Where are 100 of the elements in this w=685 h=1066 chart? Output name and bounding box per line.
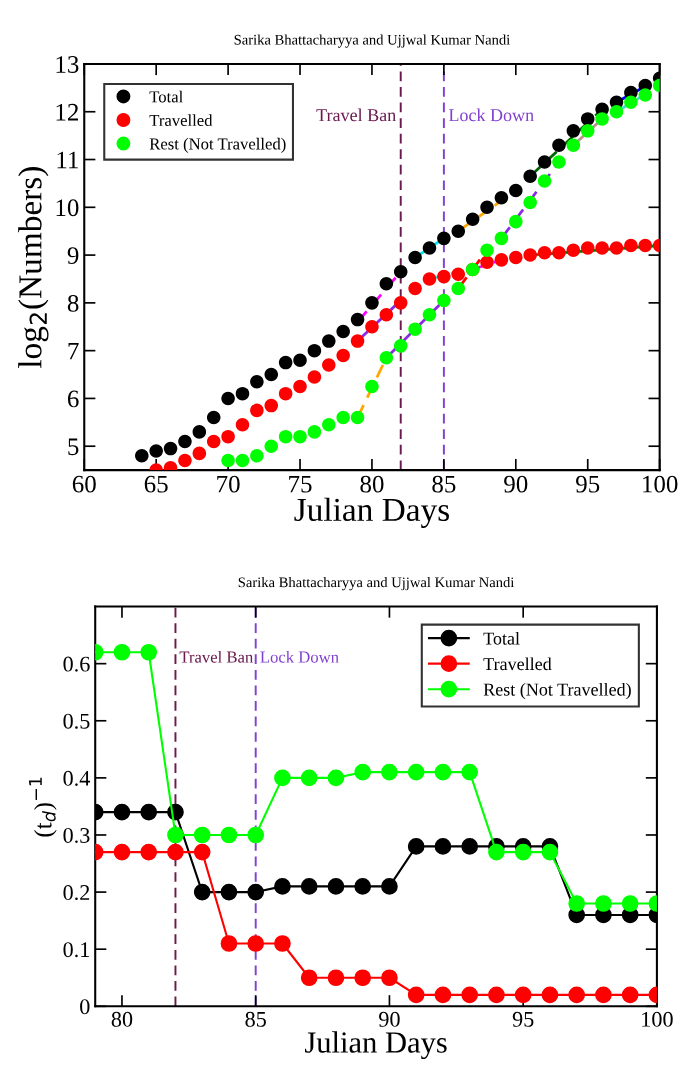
point [638, 88, 653, 102]
point [523, 248, 537, 262]
x-tick-label: 100 [642, 1011, 673, 1027]
point [293, 429, 307, 444]
point [580, 112, 595, 126]
x-tick-label: 60 [72, 475, 96, 493]
y-tick-label: 10 [56, 199, 79, 217]
point [264, 367, 279, 382]
point [494, 231, 509, 246]
point [638, 238, 653, 253]
point [274, 769, 291, 787]
point [192, 425, 207, 439]
point [488, 986, 505, 1004]
point [178, 434, 192, 449]
point [437, 231, 451, 246]
point [193, 826, 211, 844]
point [624, 238, 638, 253]
y-tick-label: 0.1 [63, 942, 90, 958]
point [307, 343, 322, 358]
x-tick-label: 85 [432, 475, 456, 493]
point [379, 276, 394, 291]
point [274, 935, 291, 952]
point [509, 214, 523, 229]
point [434, 763, 452, 781]
point [566, 138, 581, 152]
point [221, 453, 235, 468]
point [480, 200, 494, 215]
point [480, 243, 494, 258]
legend-label: Total [483, 631, 520, 645]
y-tick-label: 6 [67, 390, 79, 408]
point [537, 245, 552, 260]
legend-label: Travelled [483, 657, 552, 671]
point [595, 986, 612, 1004]
point [461, 986, 479, 1004]
point [278, 429, 293, 444]
point [307, 370, 322, 384]
point [379, 308, 394, 322]
point [274, 878, 291, 895]
point [580, 241, 595, 255]
point [206, 434, 221, 449]
point [140, 643, 158, 661]
point [113, 803, 131, 821]
y-tick-label: 7 [68, 342, 79, 360]
point [537, 174, 552, 188]
point [381, 969, 398, 987]
x-axis-title: Julian Days [294, 497, 449, 528]
point [408, 281, 422, 296]
y-tick-label: 12 [56, 103, 79, 121]
chart-title: Sarika Bhattacharyya and Ujjwal Kumar Nandi [238, 576, 515, 591]
y-tick-label: 13 [56, 56, 79, 73]
y-axis-title: log$_{2}$(Numbers) [18, 167, 49, 369]
legend-label: Rest (Not Travelled) [149, 137, 286, 153]
point [422, 272, 437, 286]
y-tick-label: 9 [67, 247, 79, 265]
point [465, 212, 480, 227]
point [354, 878, 372, 895]
point [537, 155, 552, 169]
point [451, 281, 466, 296]
x-tick-label: 85 [245, 1011, 266, 1027]
point [595, 895, 612, 912]
point [595, 112, 609, 126]
point [354, 763, 372, 781]
point [609, 241, 624, 255]
x-tick-label: 75 [289, 475, 312, 493]
point [393, 265, 408, 279]
chart-title: Sarika Bhattacharyya and Ujjwal Kumar Nandi [234, 34, 510, 48]
point [140, 803, 158, 821]
point [336, 324, 350, 339]
point [336, 410, 350, 425]
point [407, 838, 425, 855]
point [293, 353, 307, 367]
point [566, 124, 581, 138]
point [407, 763, 425, 781]
point [278, 355, 293, 370]
point [220, 883, 238, 901]
x-tick-label: 95 [512, 1011, 534, 1027]
point [381, 763, 398, 781]
point [568, 986, 586, 1004]
point [350, 334, 365, 348]
point [595, 241, 609, 255]
y-tick-label: 0.2 [63, 885, 90, 901]
ref-line-label: Lock Down [260, 650, 339, 663]
point [393, 296, 408, 310]
point [381, 878, 398, 895]
point [480, 255, 494, 270]
point [235, 386, 250, 401]
point [206, 410, 221, 425]
point [250, 403, 264, 418]
point [322, 334, 336, 348]
legend-label: Total [149, 90, 183, 103]
point [552, 245, 566, 260]
point [523, 195, 537, 210]
x-tick-label: 90 [504, 475, 528, 493]
point [247, 826, 265, 844]
x-axis-title: Julian Days [304, 1031, 447, 1060]
point [541, 986, 559, 1004]
x-tick-label: 80 [360, 475, 384, 493]
y-tick-label: 8 [67, 294, 79, 312]
point [322, 358, 336, 372]
point [350, 410, 365, 425]
